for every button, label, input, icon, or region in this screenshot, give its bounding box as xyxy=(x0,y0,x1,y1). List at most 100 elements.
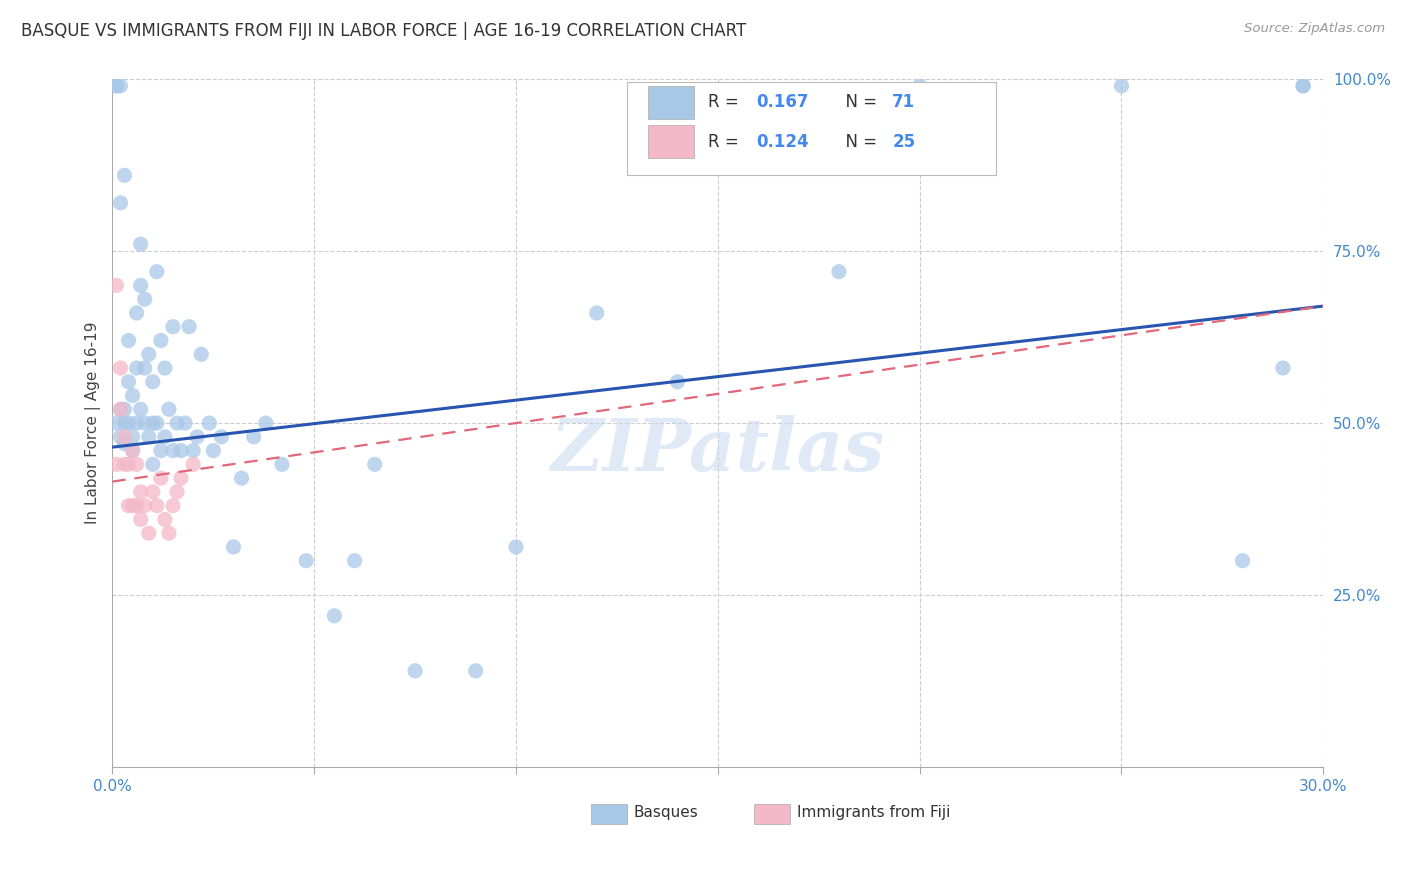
Point xyxy=(149,471,172,485)
Text: R =: R = xyxy=(709,93,744,111)
Point xyxy=(174,416,197,430)
Text: 71: 71 xyxy=(893,93,915,111)
Point xyxy=(129,278,152,293)
Point xyxy=(242,430,264,444)
Point xyxy=(134,416,156,430)
Point xyxy=(166,416,188,430)
FancyBboxPatch shape xyxy=(648,86,693,119)
Point xyxy=(129,402,152,417)
Point xyxy=(1292,78,1315,93)
FancyBboxPatch shape xyxy=(648,125,693,158)
Point xyxy=(505,540,527,554)
Point xyxy=(186,430,208,444)
Point xyxy=(149,443,172,458)
FancyBboxPatch shape xyxy=(591,805,627,823)
Point xyxy=(908,78,931,93)
Text: Source: ZipAtlas.com: Source: ZipAtlas.com xyxy=(1244,22,1385,36)
Point xyxy=(364,458,387,472)
Point xyxy=(142,375,165,389)
Point xyxy=(110,361,132,376)
Point xyxy=(125,458,148,472)
Point xyxy=(114,436,136,450)
Point xyxy=(162,443,184,458)
Point xyxy=(404,664,426,678)
Point xyxy=(271,458,294,472)
Point xyxy=(134,499,156,513)
Point xyxy=(146,416,169,430)
Point xyxy=(110,402,132,417)
Point xyxy=(138,526,160,541)
Point xyxy=(153,430,176,444)
Point xyxy=(149,334,172,348)
Point xyxy=(105,78,128,93)
Point xyxy=(129,484,152,499)
Point xyxy=(254,416,277,430)
Point xyxy=(198,416,221,430)
Point xyxy=(1292,78,1315,93)
Point xyxy=(125,361,148,376)
Point xyxy=(105,278,128,293)
Point xyxy=(295,554,318,568)
Point xyxy=(114,402,136,417)
Point xyxy=(110,430,132,444)
Point xyxy=(121,499,143,513)
Point xyxy=(162,499,184,513)
Point xyxy=(157,402,180,417)
Point xyxy=(114,416,136,430)
Point xyxy=(1232,554,1254,568)
Point xyxy=(343,554,366,568)
Point xyxy=(105,416,128,430)
Point xyxy=(585,306,607,320)
Point xyxy=(129,512,152,526)
Point xyxy=(157,526,180,541)
Point xyxy=(190,347,212,361)
Point xyxy=(828,265,851,279)
Point xyxy=(125,499,148,513)
Text: 0.124: 0.124 xyxy=(756,133,810,151)
Point xyxy=(170,443,193,458)
Point xyxy=(121,388,143,402)
Point xyxy=(117,375,139,389)
Point xyxy=(114,458,136,472)
Text: Immigrants from Fiji: Immigrants from Fiji xyxy=(797,805,950,820)
Point xyxy=(134,292,156,306)
FancyBboxPatch shape xyxy=(754,805,790,823)
Point xyxy=(1271,361,1294,376)
Point xyxy=(231,471,253,485)
Point xyxy=(202,443,225,458)
Point xyxy=(142,458,165,472)
Point xyxy=(142,484,165,499)
Point xyxy=(177,319,200,334)
Text: 25: 25 xyxy=(893,133,915,151)
Point xyxy=(105,458,128,472)
Point xyxy=(162,319,184,334)
Point xyxy=(142,416,165,430)
Point xyxy=(209,430,232,444)
Text: ZIPatlas: ZIPatlas xyxy=(551,415,884,486)
Point xyxy=(170,471,193,485)
Text: R =: R = xyxy=(709,133,744,151)
Point xyxy=(129,237,152,252)
Point xyxy=(138,347,160,361)
Point xyxy=(146,499,169,513)
Point xyxy=(146,265,169,279)
Point xyxy=(222,540,245,554)
Point xyxy=(105,78,128,93)
Text: N =: N = xyxy=(835,93,883,111)
Point xyxy=(117,458,139,472)
Point xyxy=(666,375,689,389)
Point xyxy=(110,402,132,417)
Point xyxy=(1111,78,1133,93)
Point xyxy=(323,608,346,623)
Point xyxy=(153,361,176,376)
Point xyxy=(117,334,139,348)
Text: Basques: Basques xyxy=(633,805,697,820)
Point xyxy=(125,416,148,430)
Point xyxy=(181,458,204,472)
Y-axis label: In Labor Force | Age 16-19: In Labor Force | Age 16-19 xyxy=(86,322,101,524)
Point xyxy=(114,430,136,444)
Point xyxy=(125,306,148,320)
Point xyxy=(153,512,176,526)
FancyBboxPatch shape xyxy=(627,82,997,176)
Point xyxy=(114,169,136,183)
